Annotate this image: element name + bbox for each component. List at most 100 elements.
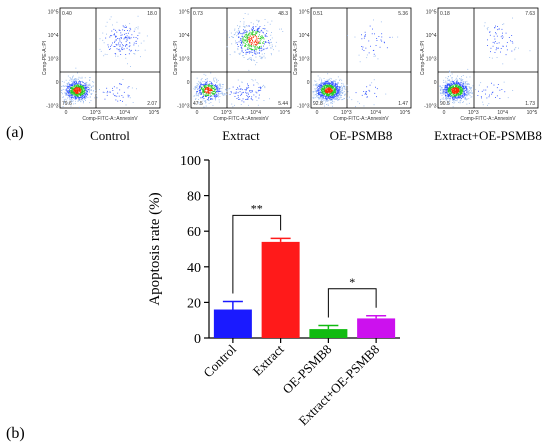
flow-dot — [335, 94, 337, 95]
flow-dot — [205, 81, 207, 83]
flow-dot — [336, 97, 338, 99]
flow-dot — [205, 93, 207, 95]
flow-dot — [337, 89, 339, 91]
flow-dot — [448, 93, 450, 95]
flow-dot — [335, 84, 336, 86]
flow-dot — [230, 92, 232, 94]
flow-dot — [211, 89, 213, 91]
flow-dot — [463, 97, 465, 98]
flow-dot — [199, 85, 201, 87]
flow-dot — [244, 40, 246, 41]
flow-dot — [449, 71, 450, 73]
flow-dot — [229, 94, 231, 95]
flow-dot — [270, 34, 272, 36]
flow-dot — [495, 49, 497, 51]
flow-dot — [124, 37, 126, 39]
flow-dot — [78, 87, 80, 89]
flow-dot — [263, 100, 265, 101]
flow-dot — [70, 87, 72, 88]
flow-dot — [69, 99, 71, 101]
flow-dot — [72, 85, 74, 86]
flow-dot — [210, 89, 211, 90]
flow-dot — [331, 100, 333, 102]
flow-dot — [199, 87, 200, 88]
flow-dot — [84, 83, 86, 85]
flow-dot — [201, 89, 203, 90]
flow-dot — [323, 78, 325, 79]
flow-dot — [219, 83, 221, 85]
flow-dot — [452, 83, 454, 85]
flow-dot — [245, 40, 246, 42]
flow-dot — [336, 83, 338, 85]
flow-dot — [249, 40, 251, 42]
flow-dot — [221, 92, 223, 94]
flow-dot — [242, 25, 244, 27]
flow-dot — [79, 84, 81, 86]
flow-dot — [449, 91, 451, 93]
flow-dot — [450, 88, 452, 90]
flow-dot — [196, 83, 198, 84]
flow-dot — [251, 59, 252, 60]
flow-dot — [263, 38, 265, 40]
flow-dot — [70, 95, 72, 96]
flow-dot — [91, 89, 92, 91]
flow-dot — [218, 93, 220, 95]
flow-dot — [337, 76, 339, 78]
flow-dot — [452, 90, 453, 92]
flow-dot — [335, 79, 337, 81]
flow-dot — [334, 89, 336, 91]
flow-dot — [78, 82, 79, 84]
flow-dot — [69, 77, 71, 78]
flow-dot — [449, 85, 451, 86]
flow-dot — [71, 101, 73, 102]
flow-dot — [252, 54, 254, 56]
flow-dot — [334, 87, 336, 89]
flow-dot — [460, 79, 462, 80]
flow-y-tick: 10^5 — [179, 10, 190, 16]
flow-dot — [216, 81, 218, 83]
flow-dot — [103, 42, 105, 44]
flow-dot — [207, 98, 209, 100]
flow-dot — [319, 96, 321, 98]
flow-dot — [331, 99, 333, 101]
flow-dot — [457, 90, 459, 91]
flow-dot — [72, 96, 74, 98]
flow-dot — [248, 51, 250, 52]
flow-dot — [338, 99, 339, 100]
flow-dot — [322, 95, 324, 97]
flow-dot — [327, 79, 328, 81]
flow-dot — [329, 90, 330, 92]
flow-dot — [88, 91, 90, 92]
flow-dot — [315, 94, 316, 96]
flow-dot — [206, 80, 208, 82]
flow-dot — [470, 96, 472, 98]
flow-dot — [81, 89, 83, 90]
flow-dot — [320, 95, 322, 97]
flow-dot — [450, 87, 452, 89]
flow-dot — [321, 84, 323, 86]
flow-dot — [452, 92, 453, 94]
flow-dot — [212, 93, 214, 94]
flow-dot — [260, 38, 262, 40]
flow-dot — [80, 86, 82, 88]
flow-dot — [66, 99, 68, 101]
flow-dot — [452, 98, 454, 100]
flow-dot — [462, 75, 464, 76]
flow-dot — [452, 91, 454, 93]
flow-dot — [448, 96, 449, 98]
flow-dot — [88, 85, 90, 87]
flow-dot — [245, 39, 247, 40]
flow-dot — [250, 33, 252, 35]
flow-dot — [322, 97, 324, 99]
flow-dot — [199, 89, 201, 90]
flow-dot — [328, 83, 330, 85]
flow-dot — [254, 41, 256, 43]
flow-dot — [208, 84, 210, 86]
flow-dot — [228, 88, 230, 90]
flow-dot — [251, 98, 252, 100]
flow-dot — [320, 97, 321, 99]
flow-dot — [335, 97, 337, 99]
flow-dot — [202, 99, 204, 101]
flow-dot — [451, 92, 453, 94]
flow-dot — [498, 42, 500, 44]
